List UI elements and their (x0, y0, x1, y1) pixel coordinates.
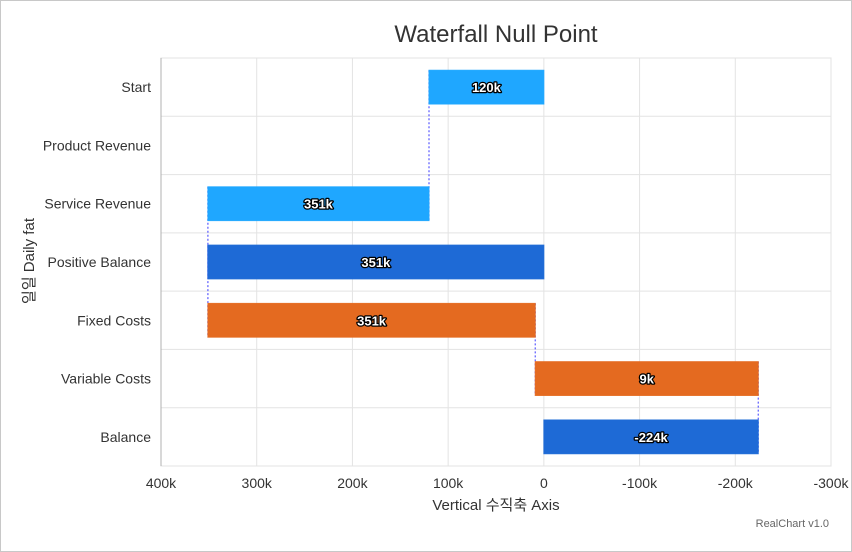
x-tick-label-7: -300k (813, 475, 849, 491)
category-label-5: Variable Costs (61, 371, 151, 387)
bar-label-3: 351k (361, 255, 391, 270)
bar-label-5: 9k (640, 372, 655, 387)
x-tick-label-6: -200k (718, 475, 754, 491)
category-labels: Start Product Revenue Service Revenue Posit… (43, 79, 151, 445)
y-axis-title: 일일 Daily fat (21, 217, 38, 304)
category-label-2: Service Revenue (44, 196, 151, 212)
bar-label-0: 120k (472, 80, 502, 95)
x-tick-label-4: 0 (540, 475, 548, 491)
bar-5 (534, 361, 759, 396)
x-tick-labels: 400k 300k 200k 100k 0 -100k -200k -300k (146, 475, 850, 491)
category-label-1: Product Revenue (43, 137, 151, 153)
category-label-3: Positive Balance (47, 254, 151, 270)
x-tick-label-3: 100k (433, 475, 464, 491)
chart-title: Waterfall Null Point (394, 21, 598, 48)
credit-label: RealChart v1.0 (756, 518, 829, 530)
bar-label-6: -224k (634, 430, 668, 445)
bar-4 (207, 302, 536, 338)
bar-label-2: 351k (304, 197, 334, 212)
x-tick-label-2: 200k (337, 475, 368, 491)
category-label-6: Balance (100, 429, 151, 445)
bar-label-4: 351k (357, 313, 387, 328)
bar-3 (207, 244, 545, 280)
bar-0 (428, 69, 545, 105)
bar-6 (543, 419, 759, 455)
bars: 120k 351k 351k 351k 9k -224k (207, 69, 759, 455)
x-tick-label-0: 400k (146, 475, 177, 491)
category-label-0: Start (121, 79, 151, 95)
bar-2 (207, 186, 430, 222)
x-tick-label-5: -100k (622, 475, 658, 491)
x-tick-label-1: 300k (242, 475, 273, 491)
category-label-4: Fixed Costs (77, 312, 151, 328)
x-axis-title: Vertical 수직축 Axis (432, 497, 559, 514)
